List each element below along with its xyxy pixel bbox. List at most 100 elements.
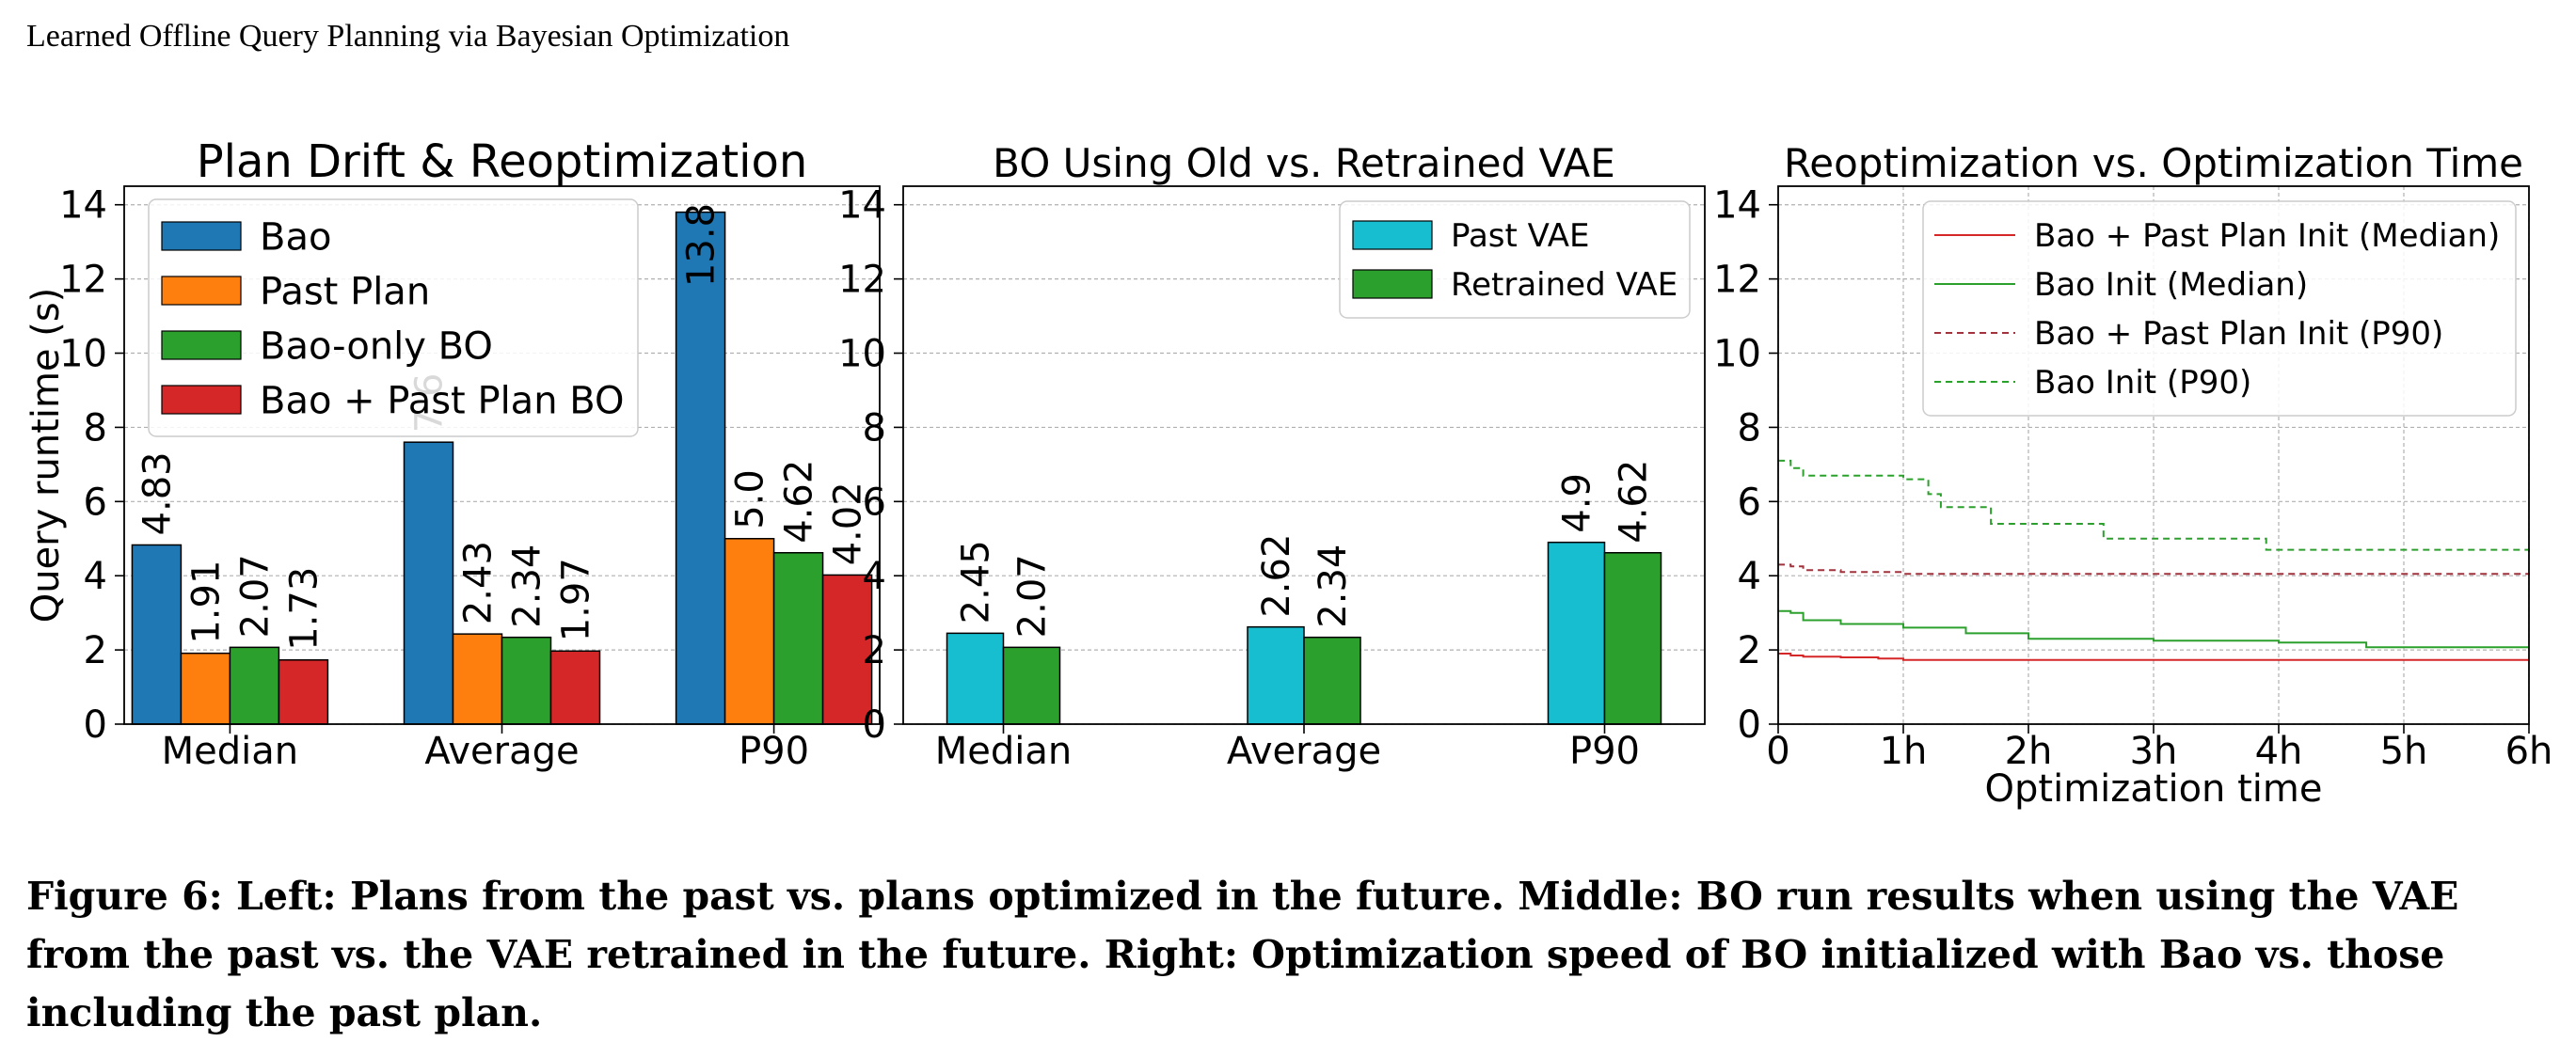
plot-frame — [123, 185, 881, 725]
legend-entry: Bao Init (P90) — [2034, 364, 2251, 402]
chart-title: Reoptimization vs. Optimization Time — [1784, 140, 2523, 186]
y-tick-label: 12 — [838, 259, 886, 302]
x-tick-label: 3h — [2130, 730, 2178, 773]
y-tick-label: 14 — [59, 184, 107, 228]
y-tick-label: 0 — [863, 703, 886, 747]
bar-value-label: 4.9 — [1556, 473, 1599, 533]
x-tick-label: Median — [935, 730, 1073, 773]
legend-swatch — [161, 221, 242, 251]
bar — [946, 632, 1005, 725]
x-tick-label: P90 — [1569, 730, 1640, 773]
bar — [772, 551, 824, 725]
bar — [403, 441, 454, 725]
bar — [724, 538, 775, 725]
legend-entry: Bao — [260, 215, 331, 259]
x-tick-label: 4h — [2255, 730, 2303, 773]
y-tick-label: 14 — [1713, 184, 1761, 228]
y-tick-label: 4 — [84, 555, 107, 598]
x-tick-label: 1h — [1880, 730, 1928, 773]
bar — [1303, 636, 1361, 725]
bar-value-label: 2.07 — [233, 554, 277, 638]
plot-frame — [902, 185, 1706, 725]
y-tick-label: 14 — [838, 184, 886, 228]
y-tick-label: 10 — [838, 333, 886, 376]
bar-value-label: 1.91 — [184, 560, 228, 644]
bar-value-label: 4.83 — [135, 451, 179, 535]
bar-value-label: 5.0 — [729, 469, 772, 529]
bar-value-label: 2.07 — [1011, 554, 1055, 638]
figure-charts: 0 2 4 6 8 10 12 14 Plan Drift & Reoptimization Qu… — [24, 135, 2552, 811]
x-tick-label: 5h — [2380, 730, 2428, 773]
bar-value-label: 4.02 — [827, 482, 870, 565]
legend-swatch — [1352, 220, 1433, 250]
y-tick-label: 12 — [1713, 259, 1761, 302]
series-line — [1778, 563, 2530, 576]
chart-title: Plan Drift & Reoptimization — [197, 135, 808, 188]
y-tick-label: 2 — [84, 629, 107, 672]
bar-value-label: 4.62 — [1613, 460, 1656, 544]
figure-caption: Figure 6: Left: Plans from the past vs. … — [26, 874, 2459, 1035]
legend-entry: Past VAE — [1451, 217, 1590, 255]
legend-box — [1922, 200, 2517, 417]
bar-value-label: 2.62 — [1255, 534, 1298, 618]
legend-entry: Bao + Past Plan Init (Median) — [2034, 217, 2500, 255]
series-line — [1778, 459, 2530, 553]
legend-box — [148, 198, 639, 437]
bar — [821, 574, 873, 725]
bar-value-label: 2.34 — [1312, 545, 1355, 628]
y-axis-label: Query runtime (s) — [24, 288, 68, 624]
chart-1: 0 2 4 6 8 10 12 14 Plan Drift & Reoptimization Qu… — [24, 135, 881, 773]
bar — [131, 544, 183, 725]
y-tick-label: 0 — [1738, 703, 1761, 747]
legend-swatch — [161, 385, 242, 415]
bar — [675, 211, 726, 725]
legend: Bao Past Plan Bao-only BO Bao + Past Plan B… — [148, 198, 639, 437]
y-tick-label: 6 — [84, 481, 107, 524]
y-tick-label: 0 — [84, 703, 107, 747]
bar-value-label: 1.73 — [282, 567, 326, 651]
legend-swatch — [161, 330, 242, 360]
chart-3: 0 2 4 6 8 10 12 14 Reoptimization vs. Optimizati… — [1713, 140, 2552, 811]
y-tick-label: 4 — [863, 555, 886, 598]
bar — [1547, 541, 1606, 725]
chart-2: 0 2 4 6 8 10 12 14 BO Using Old vs. Retrained VA… — [838, 140, 1706, 773]
legend-entry: Bao Init (Median) — [2034, 266, 2308, 304]
y-tick-label: 6 — [863, 481, 886, 524]
bar — [180, 652, 231, 725]
running-title: Learned Offline Query Planning via Bayes… — [26, 19, 790, 54]
y-tick-label: 2 — [1738, 629, 1761, 672]
x-tick-label: Average — [1227, 730, 1381, 773]
y-tick-label: 10 — [59, 333, 107, 376]
bar-value-label: 4.62 — [778, 460, 821, 544]
x-tick-label: 0 — [1766, 730, 1789, 773]
legend-entry: Bao + Past Plan BO — [260, 379, 624, 422]
x-tick-label: P90 — [739, 730, 809, 773]
y-tick-label: 12 — [59, 259, 107, 302]
bar — [501, 636, 552, 725]
legend: Past VAE Retrained VAE — [1339, 200, 1691, 319]
series-line — [1778, 653, 2529, 661]
bar — [1247, 625, 1305, 725]
y-tick-label: 10 — [1713, 333, 1761, 376]
plot-frame — [1777, 185, 2530, 725]
legend-entry: Retrained VAE — [1451, 266, 1678, 304]
y-tick-label: 4 — [1738, 555, 1761, 598]
x-tick-label: 2h — [2005, 730, 2053, 773]
bar — [452, 633, 503, 725]
y-tick-label: 2 — [863, 629, 886, 672]
y-tick-label: 8 — [1738, 406, 1761, 450]
bar — [278, 659, 329, 725]
legend: Bao + Past Plan Init (Median) Bao Init (M… — [1922, 200, 2517, 417]
bar — [1002, 646, 1061, 725]
x-axis-label: Optimization time — [1985, 767, 2323, 811]
bar — [1603, 551, 1662, 725]
y-tick-label: 8 — [863, 406, 886, 450]
legend-swatch — [161, 276, 242, 306]
bar — [229, 646, 280, 725]
legend-swatch — [1352, 269, 1433, 299]
x-tick-label: Average — [424, 730, 579, 773]
series-line — [1778, 609, 2529, 649]
bar-value-label: 2.43 — [457, 541, 501, 624]
bar-value-label: 2.34 — [506, 545, 549, 628]
bar-value-label: 2.45 — [955, 540, 998, 624]
